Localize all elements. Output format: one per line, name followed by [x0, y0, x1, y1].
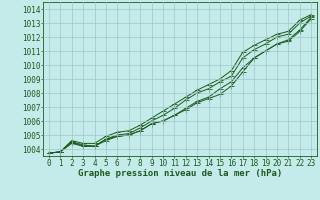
X-axis label: Graphe pression niveau de la mer (hPa): Graphe pression niveau de la mer (hPa) [78, 169, 282, 178]
